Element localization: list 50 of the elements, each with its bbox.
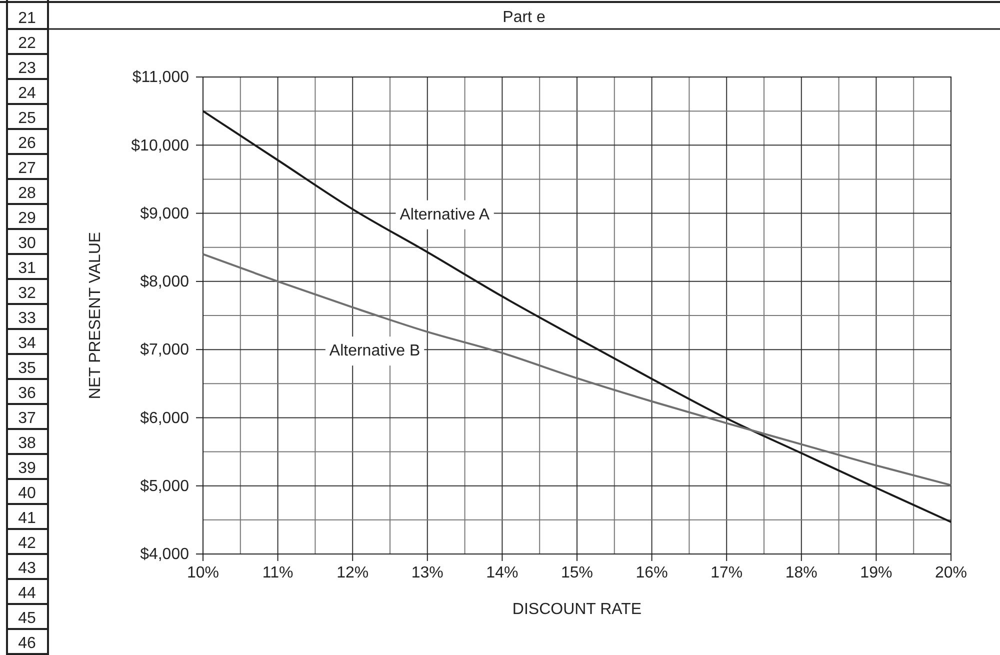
- text: 45: [18, 610, 36, 627]
- series-label: Alternative A: [400, 206, 490, 224]
- text: 23: [18, 60, 36, 77]
- text: 41: [18, 510, 36, 527]
- y-axis-title: NET PRESENT VALUE: [87, 232, 104, 400]
- text: 43: [18, 560, 36, 577]
- text: 37: [18, 410, 36, 427]
- y-tick-label: $9,000: [140, 205, 190, 222]
- text: 33: [18, 310, 36, 327]
- y-tick-label: $10,000: [131, 137, 190, 154]
- text: 35: [18, 360, 36, 377]
- x-tick-label: 16%: [636, 564, 668, 582]
- x-tick-label: 13%: [411, 564, 444, 582]
- text: 38: [18, 435, 36, 452]
- x-tick-label: 17%: [710, 564, 743, 582]
- text: 34: [18, 335, 36, 352]
- text: 46: [18, 635, 36, 652]
- y-tick-label: $8,000: [140, 274, 190, 291]
- text: 42: [18, 535, 36, 552]
- text: 24: [18, 85, 36, 102]
- x-tick-label: 15%: [560, 564, 594, 582]
- text: 21: [18, 10, 36, 27]
- text: 22: [18, 35, 36, 52]
- y-tick-label: $7,000: [140, 342, 190, 359]
- y-tick-label: $11,000: [132, 69, 190, 86]
- x-tick-label: 18%: [785, 564, 818, 582]
- x-axis-title: DISCOUNT RATE: [512, 601, 642, 618]
- y-tick-label: $6,000: [140, 410, 190, 427]
- text: 26: [18, 135, 36, 152]
- text: 28: [18, 185, 36, 202]
- y-tick-label: $5,000: [140, 478, 190, 495]
- text: 36: [18, 385, 36, 402]
- text: 40: [18, 485, 36, 502]
- text: 29: [18, 210, 36, 227]
- text: 27: [18, 160, 36, 177]
- x-tick-label: 20%: [934, 564, 968, 582]
- y-tick-label: $4,000: [140, 546, 190, 564]
- text: 30: [18, 235, 36, 252]
- x-tick-label: 11%: [262, 564, 294, 582]
- x-tick-label: 19%: [860, 564, 892, 582]
- series-label: Alternative B: [329, 342, 420, 360]
- text: 31: [18, 260, 36, 277]
- x-tick-label: 12%: [336, 564, 369, 582]
- text: 44: [18, 585, 36, 602]
- text: 39: [18, 460, 36, 477]
- text: 32: [18, 285, 36, 302]
- x-tick-label: 14%: [486, 564, 518, 582]
- text: 25: [18, 110, 36, 127]
- chart-title: Part e: [502, 9, 546, 26]
- x-tick-label: 10%: [186, 564, 220, 582]
